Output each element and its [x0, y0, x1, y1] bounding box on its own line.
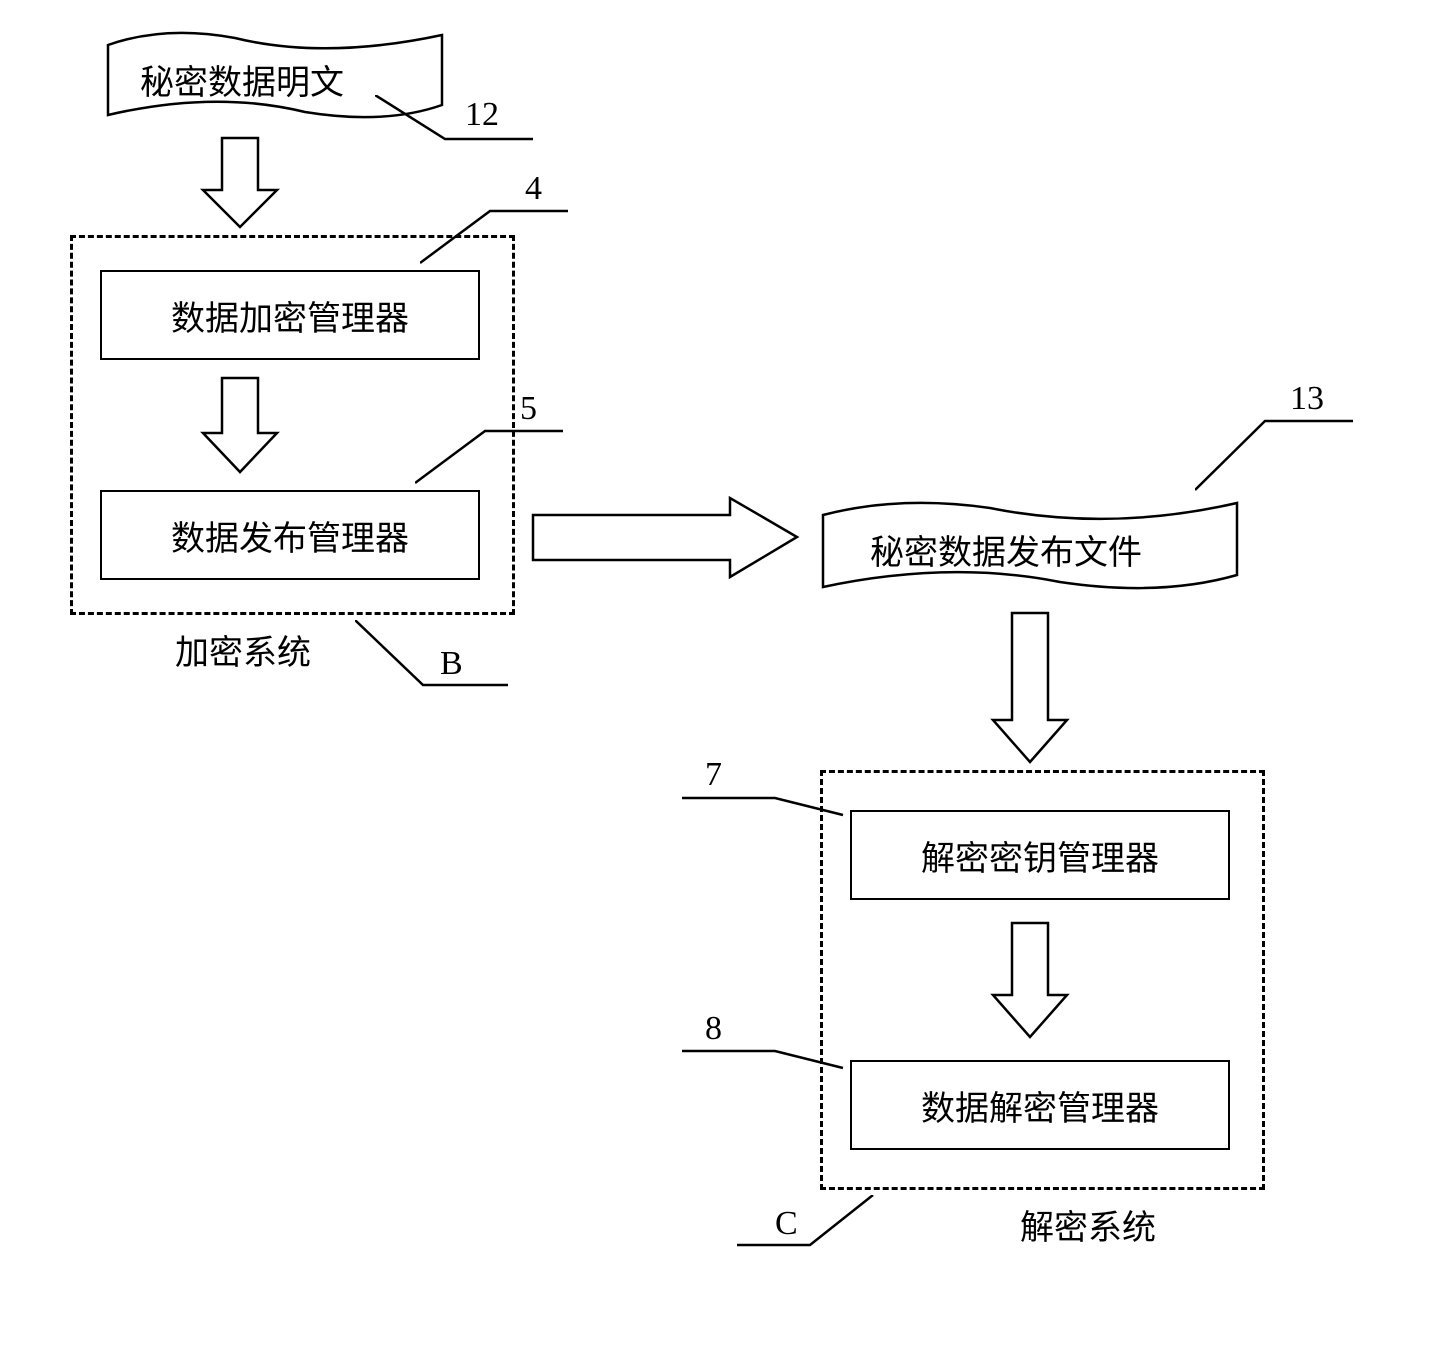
callout-13-line	[1195, 418, 1355, 493]
data-publish-manager-label: 数据发布管理器	[171, 511, 409, 560]
data-publish-manager: 数据发布管理器	[100, 490, 480, 580]
callout-8-line	[680, 1048, 845, 1078]
encryption-system-label: 加密系统	[175, 625, 311, 674]
callout-5-line	[415, 428, 565, 488]
decrypt-key-manager-label: 解密密钥管理器	[921, 831, 1159, 880]
doc-plaintext-label: 秘密数据明文	[140, 55, 344, 104]
data-encrypt-manager-label: 数据加密管理器	[171, 291, 409, 340]
data-decrypt-manager-label: 数据解密管理器	[921, 1081, 1159, 1130]
arrow-file-to-decrypt-key	[990, 610, 1070, 765]
arrow-key-to-decrypt	[990, 920, 1070, 1040]
arrow-plaintext-to-encrypt	[200, 135, 280, 230]
callout-4-line	[420, 208, 570, 268]
doc-publish-file-label: 秘密数据发布文件	[870, 525, 1142, 574]
decryption-system-label: 解密系统	[1020, 1200, 1156, 1249]
diagram-canvas: 秘密数据明文 12 数据加密管理器 4 数据发布管理器 5 加密系统 B	[0, 0, 1442, 1370]
callout-c-label: C	[775, 1205, 798, 1243]
decrypt-key-manager: 解密密钥管理器	[850, 810, 1230, 900]
arrow-publish-to-file	[530, 495, 800, 580]
callout-5-label: 5	[520, 390, 537, 428]
callout-12-label: 12	[465, 96, 499, 134]
callout-12-line	[375, 95, 535, 145]
callout-b-label: B	[440, 645, 463, 683]
callout-4-label: 4	[525, 170, 542, 208]
callout-c-line	[735, 1195, 875, 1250]
callout-8-label: 8	[705, 1010, 722, 1048]
callout-7-label: 7	[705, 756, 722, 794]
callout-7-line	[680, 795, 845, 825]
data-decrypt-manager: 数据解密管理器	[850, 1060, 1230, 1150]
callout-13-label: 13	[1290, 380, 1324, 418]
data-encrypt-manager: 数据加密管理器	[100, 270, 480, 360]
arrow-encrypt-to-publish	[200, 375, 280, 475]
callout-b-line	[355, 620, 510, 690]
